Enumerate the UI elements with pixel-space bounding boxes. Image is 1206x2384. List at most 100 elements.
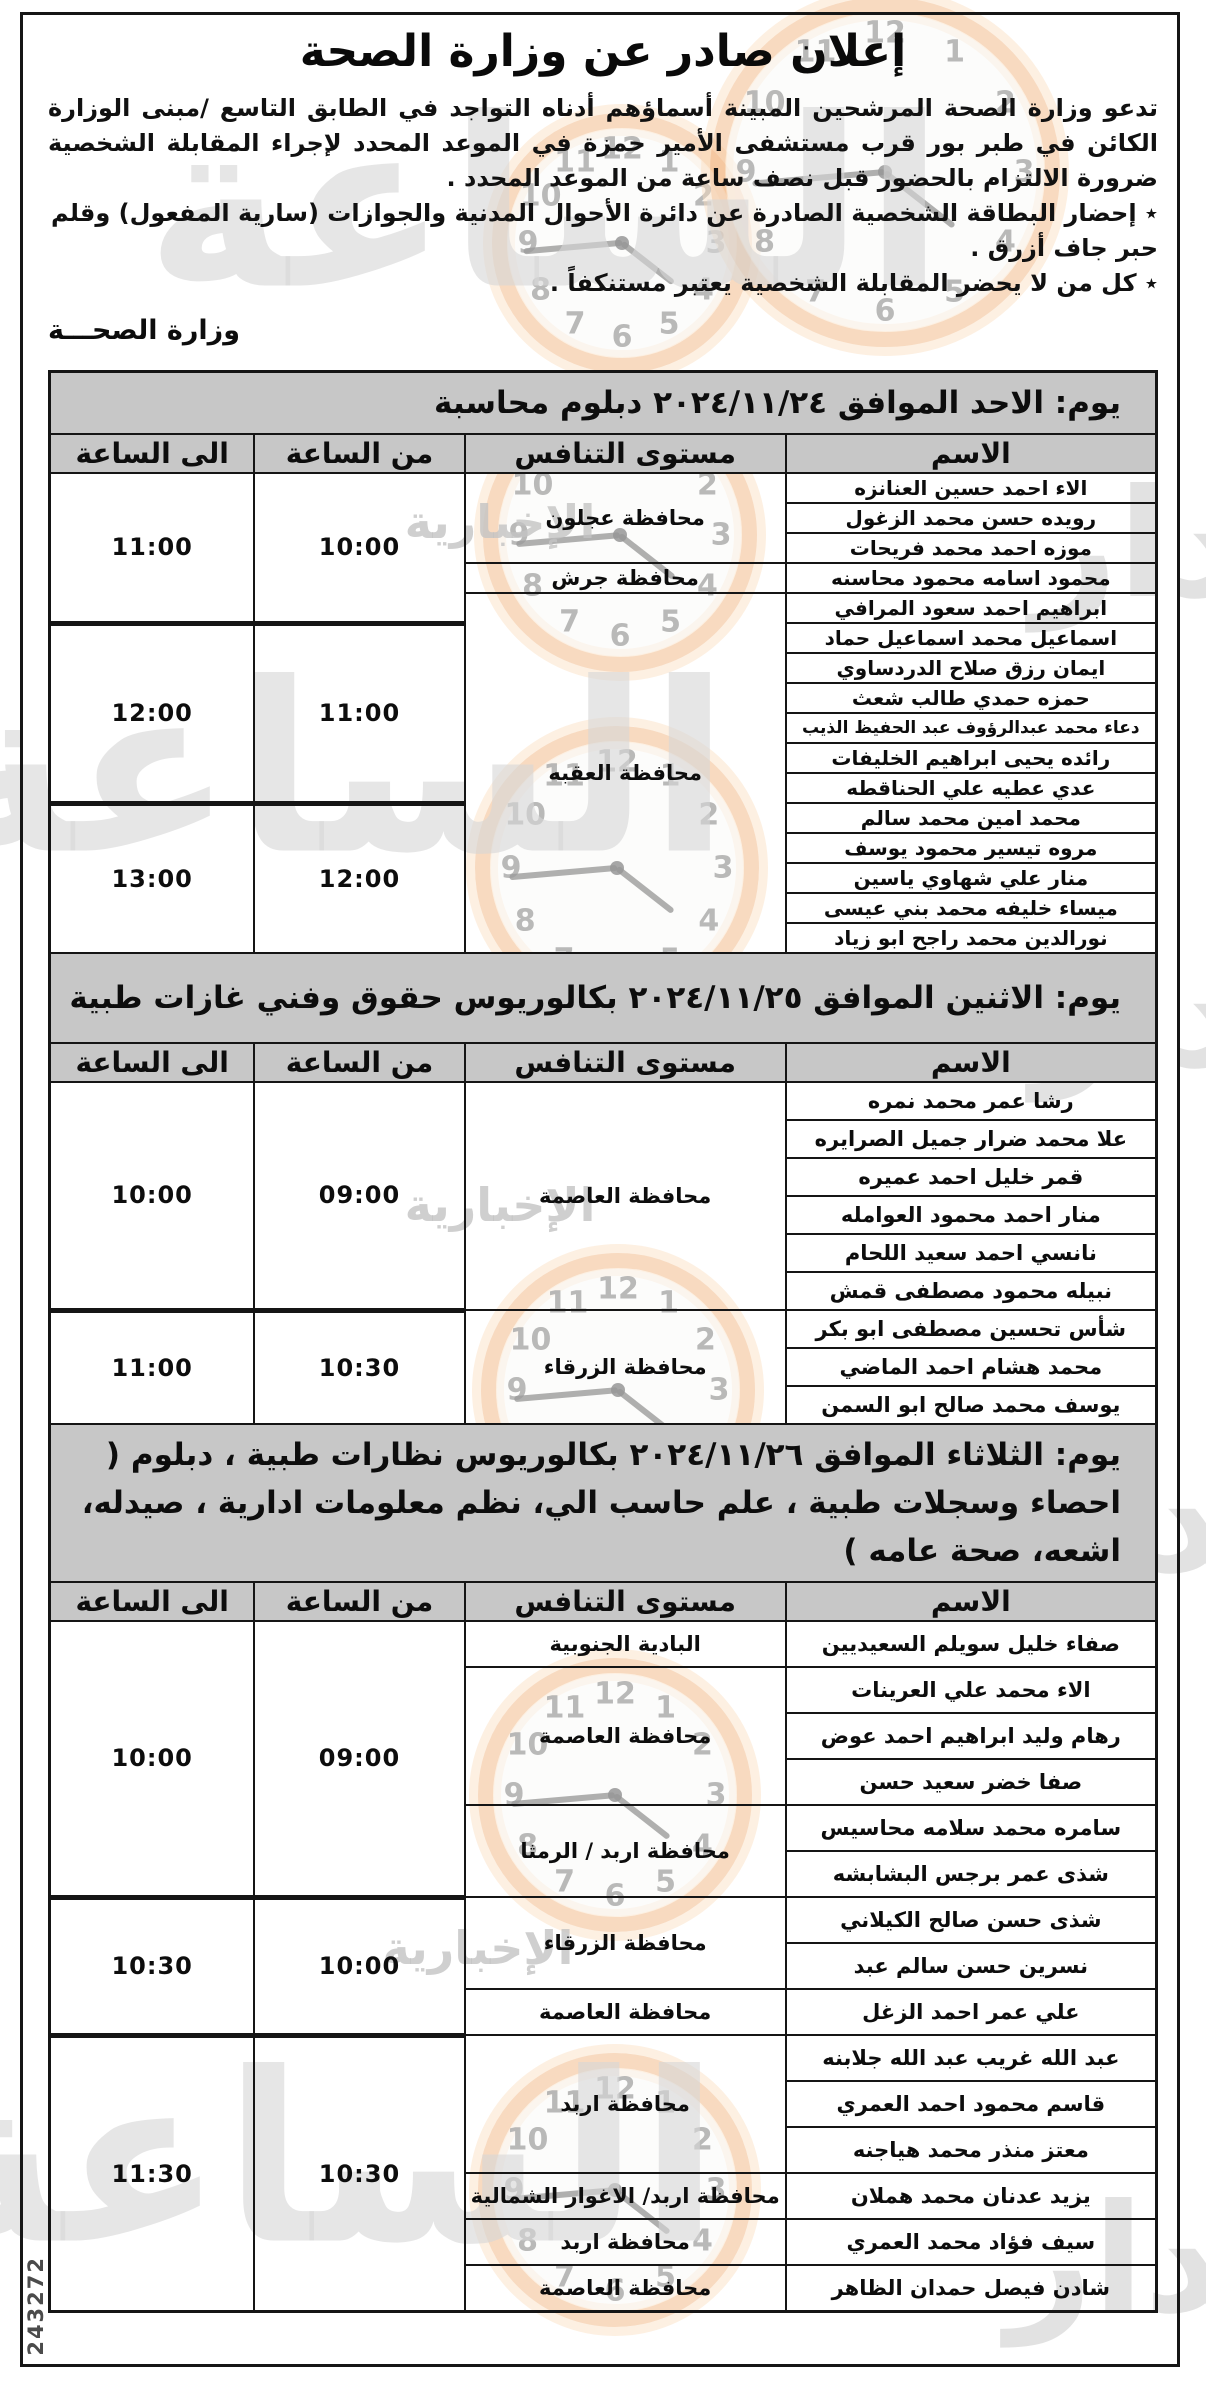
clock-number: 10 (519, 178, 562, 214)
candidate-name-cell: صفا خضر سعيد حسن (784, 1758, 1158, 1807)
clock-number: 11 (554, 144, 596, 180)
competition-level-cell: محافظة اربد/ الاغوار الشمالية (463, 2172, 787, 2221)
column-header-row: الاسم مستوى التنافس من الساعة الى الساعة (48, 1581, 1158, 1623)
competition-level-cell: محافظة العاصمة (463, 2264, 787, 2313)
page-title: إعلان صادر عن وزارة الصحة (299, 26, 907, 77)
table-row: نورالدين محمد راجح ابو زياد (50, 922, 1158, 955)
competition-level-cell: محافظة الزرقاء (463, 1896, 787, 1991)
day-banner: يوم: الاثنين الموافق ٢٠٢٤/١١/٢٥ بكالوريو… (48, 952, 1158, 1045)
table-row: منار علي شهاوي ياسين (50, 862, 1158, 895)
time-to-cell: 12:00 (48, 620, 256, 805)
table-row: معتز منذر محمد هياجنه (50, 2126, 1158, 2175)
table-row: ميساء خليفه محمد بني عيسى (50, 892, 1158, 925)
table-row: منار احمد محمود العوامله (50, 1195, 1158, 1236)
table-row: الاء محمد علي العرينات محافظة العاصمة (50, 1666, 1158, 1807)
table-row: شذى عمر برجس البشابشه (50, 1850, 1158, 1899)
table-row: ايمان رزق صلاح الدردساوي (50, 652, 1158, 685)
candidate-name-cell: الاء محمد علي العرينات (784, 1666, 1158, 1715)
candidate-name-cell: منار علي شهاوي ياسين (784, 862, 1158, 895)
table-row: موزه احمد محمد فريحات (50, 532, 1158, 565)
candidate-name-cell: ابراهيم احمد سعود المرافي (784, 592, 1158, 625)
column-header: الاسم (784, 1581, 1158, 1623)
candidate-name-cell: عدي عطيه علي الحناقطه (784, 772, 1158, 805)
candidate-name-cell: سيف فؤاد محمد العمري (784, 2218, 1158, 2267)
candidate-name-cell: قمر خليل احمد عميره (784, 1157, 1158, 1198)
candidate-name-cell: معتز منذر محمد هياجنه (784, 2126, 1158, 2175)
clock-number: 10 (743, 85, 786, 120)
competition-level-cell: محافظة الزرقاء (463, 1309, 787, 1426)
clock-number: 3 (1013, 154, 1035, 190)
candidate-name-cell: علا محمد ضرار جميل الصرايره (784, 1119, 1158, 1160)
candidate-name-cell: رهام وليد ابراهيم احمد عوض (784, 1712, 1158, 1761)
table-row: عبد الله غريب عبد الله جلابنه محافظة اربد… (48, 2032, 1158, 2313)
table-row: دعاء محمد عبدالرؤوف عبد الحفيظ الذيب (50, 712, 1158, 745)
candidate-name-cell: ميساء خليفه محمد بني عيسى (784, 892, 1158, 925)
candidate-name-cell: منار احمد محمود العوامله (784, 1195, 1158, 1236)
clock-number: 4 (994, 224, 1016, 259)
table-row: سامره محمد سلامه محاسيس محافظة اربد / الر… (50, 1804, 1158, 1899)
table-row: قمر خليل احمد عميره (50, 1157, 1158, 1198)
time-from-cell: 09:00 (253, 1081, 466, 1312)
day-banner-row: يوم: الاحد الموافق ٢٠٢٤/١١/٢٤ دبلوم محاس… (48, 370, 1158, 436)
clock-number: 9 (735, 154, 757, 190)
brand-watermark-text: الساعة (145, 68, 945, 342)
time-to-cell: 11:00 (48, 472, 256, 625)
intro-paragraph: تدعو وزارة الصحة المرشحين المبينة أسماؤه… (48, 91, 1158, 301)
clock-number: 12 (864, 15, 906, 51)
time-to-cell: 11:00 (48, 1307, 256, 1426)
candidate-name-cell: رويده حسن محمد الزغول (784, 502, 1158, 535)
candidate-name-cell: محمد امين محمد سالم (784, 802, 1158, 835)
time-to-cell: 13:00 (48, 800, 256, 955)
column-header: الى الساعة (48, 433, 256, 475)
clock-number: 2 (994, 85, 1016, 120)
table-row: حمزه حمدي طالب شعث (50, 682, 1158, 715)
day-banner-row: يوم: الثلاثاء الموافق ٢٠٢٤/١١/٢٦ بكالوري… (48, 1423, 1158, 1584)
day-banner-row: يوم: الاثنين الموافق ٢٠٢٤/١١/٢٥ بكالوريو… (48, 952, 1158, 1045)
table-row: عدي عطيه علي الحناقطه (50, 772, 1158, 805)
column-header: مستوى التنافس (463, 433, 787, 475)
table-row: سيف فؤاد محمد العمري محافظة اربد (50, 2218, 1158, 2267)
candidate-name-cell: محمد هشام احمد الماضي (784, 1347, 1158, 1388)
column-header: الاسم (784, 433, 1158, 475)
candidate-name-cell: شذى عمر برجس البشابشه (784, 1850, 1158, 1899)
table-row: نبيله محمود مصطفى قمش (50, 1271, 1158, 1312)
table-row: علي عمر احمد الزغل محافظة العاصمة (50, 1988, 1158, 2037)
candidate-name-cell: موزه احمد محمد فريحات (784, 532, 1158, 565)
candidate-name-cell: قاسم محمود احمد العمري (784, 2080, 1158, 2129)
candidate-name-cell: يزيد عدنان محمد هملان (784, 2172, 1158, 2221)
clock-number: 11 (794, 34, 837, 70)
table-row: نسرين حسن سالم عبد (50, 1942, 1158, 1991)
column-header: مستوى التنافس (463, 1581, 787, 1623)
time-from-cell: 10:00 (253, 1894, 466, 2037)
time-from-cell: 10:00 (253, 472, 466, 625)
time-to-cell: 10:00 (48, 1620, 256, 1899)
time-from-cell: 11:00 (253, 620, 466, 805)
intro-line-2: ٭ إحضار البطاقة الشخصية الصادرة عن دائرة… (51, 199, 1158, 262)
candidate-name-cell: مروه تيسير محمود يوسف (784, 832, 1158, 865)
candidate-name-cell: صفاء خليل سويلم السعيديين (784, 1620, 1158, 1669)
column-header: الى الساعة (48, 1042, 256, 1084)
table-row: يوسف محمد صالح ابو السمن (50, 1385, 1158, 1426)
candidate-name-cell: رائده يحيى ابراهيم الخليفات (784, 742, 1158, 775)
table-row: محمود اسامه محمود محاسنه محافظة جرش (50, 562, 1158, 595)
day-banner: يوم: الاحد الموافق ٢٠٢٤/١١/٢٤ دبلوم محاس… (48, 370, 1158, 436)
clock-center-dot (615, 236, 629, 250)
ministry-signature: وزارة الصحـــة (48, 315, 240, 346)
clock-number: 12 (601, 131, 643, 167)
table-row: شادن فيصل حمدان الظاهر محافظة العاصمة (50, 2264, 1158, 2313)
candidate-name-cell: نورالدين محمد راجح ابو زياد (784, 922, 1158, 955)
clock-number: 8 (530, 272, 552, 308)
time-from-cell: 10:30 (253, 1307, 466, 1426)
intro-line-3: ٭ كل من لا يحضر المقابلة الشخصية يعتبر م… (549, 269, 1158, 297)
table-row: نانسي احمد سعيد اللحام (50, 1233, 1158, 1274)
candidate-name-cell: نبيله محمود مصطفى قمش (784, 1271, 1158, 1312)
candidate-name-cell: نانسي احمد سعيد اللحام (784, 1233, 1158, 1274)
clock-number: 5 (944, 274, 965, 310)
time-to-cell: 10:30 (48, 1894, 256, 2037)
candidate-name-cell: دعاء محمد عبدالرؤوف عبد الحفيظ الذيب (784, 712, 1158, 745)
time-to-cell: 10:00 (48, 1081, 256, 1312)
table-row: رشا عمر محمد نمره محافظة العاصمة 09:00 10:0… (48, 1081, 1158, 1312)
